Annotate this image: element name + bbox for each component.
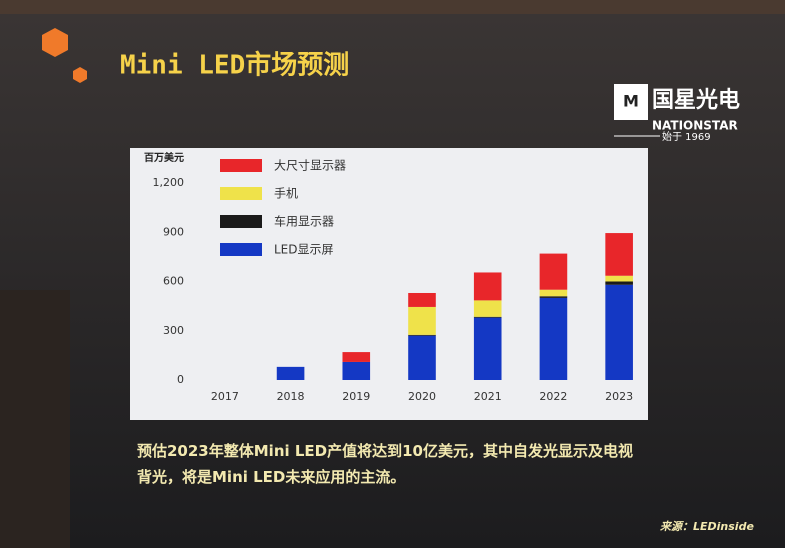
logo-icon bbox=[614, 84, 648, 120]
x-tick-label: 2022 bbox=[539, 390, 567, 403]
x-tick-label: 2020 bbox=[408, 390, 436, 403]
legend-swatch bbox=[220, 215, 262, 228]
legend-swatch bbox=[220, 187, 262, 200]
bar-segment bbox=[605, 275, 633, 282]
legend-swatch bbox=[220, 159, 262, 172]
legend-swatch bbox=[220, 243, 262, 256]
y-tick-label: 600 bbox=[163, 275, 184, 288]
legend-label: 大尺寸显示器 bbox=[274, 159, 346, 173]
bar-segment bbox=[408, 334, 436, 336]
bar-segment bbox=[539, 253, 568, 290]
bar-segment bbox=[408, 335, 436, 380]
slide-title: Mini LED市场预测 bbox=[120, 50, 349, 81]
bar-segment bbox=[473, 300, 502, 317]
hexagon bbox=[42, 28, 68, 57]
bar-segment bbox=[473, 272, 502, 301]
x-tick-label: 2019 bbox=[342, 390, 370, 403]
bar-segment bbox=[605, 281, 633, 285]
x-tick-label: 2023 bbox=[605, 390, 633, 403]
legend-label: 车用显示器 bbox=[274, 214, 334, 229]
x-tick-label: 2017 bbox=[211, 390, 239, 403]
hexagon bbox=[73, 67, 87, 83]
bar-segment bbox=[605, 284, 633, 380]
y-tick-label: 900 bbox=[163, 225, 184, 238]
legend-label: LED显示屏 bbox=[274, 243, 334, 257]
bar-segment bbox=[473, 317, 502, 380]
logo-since: 始于 1969 bbox=[662, 130, 711, 143]
y-tick-label: 1,200 bbox=[153, 176, 185, 189]
caption: 预估2023年整体Mini LED产值将达到10亿美元，其中自发光显示及电视背光… bbox=[137, 442, 633, 486]
y-tick-label: 0 bbox=[177, 373, 184, 386]
bar-segment bbox=[539, 289, 568, 297]
bar-segment bbox=[605, 233, 633, 276]
bar-segment bbox=[539, 297, 568, 380]
bar-segment bbox=[473, 316, 502, 318]
logo-name: 国星光电 bbox=[652, 88, 740, 113]
bar-segment bbox=[342, 352, 371, 362]
logo-mark: M bbox=[623, 92, 639, 111]
bar-segment bbox=[408, 306, 436, 335]
bar-segment bbox=[539, 296, 568, 298]
chart-panel bbox=[130, 148, 648, 420]
source: 来源：LEDinside bbox=[660, 520, 754, 533]
speaker-area bbox=[0, 290, 70, 548]
x-tick-label: 2021 bbox=[474, 390, 502, 403]
bar-segment bbox=[276, 366, 305, 380]
legend-label: 手机 bbox=[274, 187, 298, 201]
y-axis-label: 百万美元 bbox=[144, 151, 184, 164]
logo-english: NATIONSTAR bbox=[652, 119, 738, 133]
x-tick-label: 2018 bbox=[277, 390, 305, 403]
bar-segment bbox=[408, 292, 436, 307]
y-tick-label: 300 bbox=[163, 324, 184, 337]
bar-segment bbox=[342, 361, 371, 380]
